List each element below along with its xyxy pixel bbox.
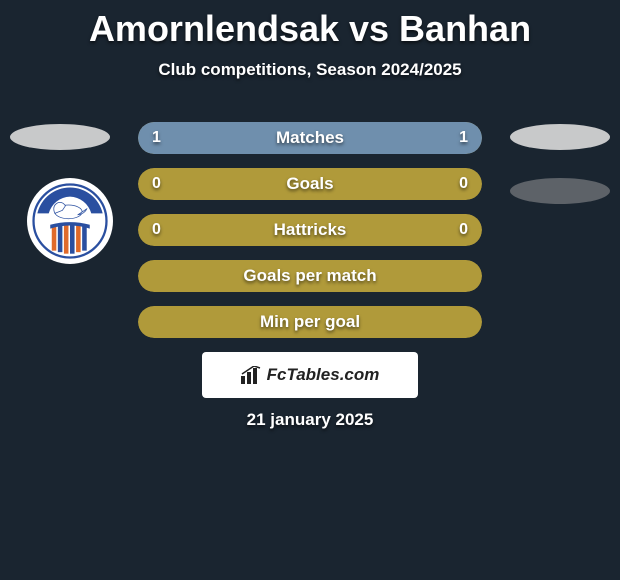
stat-value-a: 0: [152, 175, 161, 193]
club-badge: [27, 178, 113, 264]
stat-bar: Goals per match: [138, 260, 482, 292]
stats-bar-group: 1 1 Matches 0 0 Goals 0 0 Hattricks Goals per mat…: [138, 122, 482, 352]
stat-label: Hattricks: [274, 220, 347, 240]
stat-bar: 0 0 Hattricks: [138, 214, 482, 246]
player-a-placeholder-oval: [10, 124, 110, 150]
stat-value-b: 0: [459, 221, 468, 239]
stat-label: Min per goal: [260, 312, 360, 332]
stat-bar: 0 0 Goals: [138, 168, 482, 200]
stat-value-b: 1: [459, 129, 468, 147]
page-subtitle: Club competitions, Season 2024/2025: [0, 60, 620, 80]
snapshot-date: 21 january 2025: [0, 410, 620, 430]
player-b-placeholder-oval-2: [510, 178, 610, 204]
stat-bar: Min per goal: [138, 306, 482, 338]
player-b-placeholder-oval-1: [510, 124, 610, 150]
stat-value-a: 1: [152, 129, 161, 147]
stat-label: Matches: [276, 128, 344, 148]
stat-value-a: 0: [152, 221, 161, 239]
club-badge-svg: [32, 183, 108, 259]
page-title: Amornlendsak vs Banhan: [0, 0, 620, 50]
brand-box: FcTables.com: [202, 352, 418, 398]
stat-value-b: 0: [459, 175, 468, 193]
stat-bar: 1 1 Matches: [138, 122, 482, 154]
stat-label: Goals: [286, 174, 333, 194]
brand-text: FcTables.com: [267, 365, 380, 385]
bar-chart-icon: [241, 366, 263, 384]
stat-label: Goals per match: [243, 266, 376, 286]
